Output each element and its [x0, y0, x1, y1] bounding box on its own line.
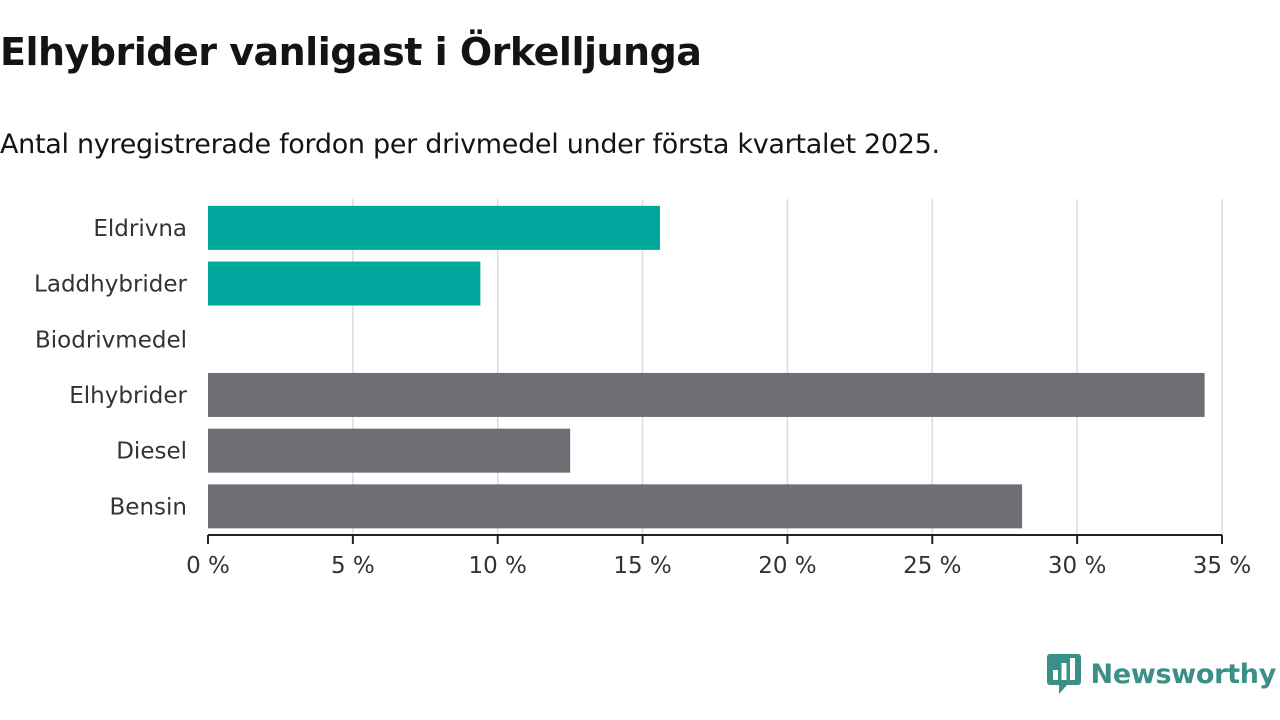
chart-title: Elhybrider vanligast i Örkelljunga — [0, 30, 702, 74]
category-label: Elhybrider — [69, 383, 187, 409]
bar — [208, 372, 1205, 417]
bars — [208, 205, 1205, 529]
brand-logo: Newsworthy — [1046, 654, 1277, 694]
x-tick-label: 5 % — [331, 553, 375, 579]
gridlines — [352, 199, 1223, 535]
bar — [208, 261, 481, 306]
bar — [208, 205, 660, 250]
x-tick-label: 0 % — [186, 553, 230, 579]
x-tick-label: 30 % — [1048, 553, 1106, 579]
category-label: Diesel — [116, 439, 187, 465]
brand-name: Newsworthy — [1090, 658, 1277, 690]
x-tick-label: 10 % — [468, 553, 526, 579]
x-axis: 0 % 5 % 10 % 15 % 20 % 25 % 30 % 35 % — [186, 534, 1251, 579]
bar-chart: Eldrivna Laddhybrider Biodrivmedel Elhybrid… — [34, 199, 1251, 579]
x-tick-label: 35 % — [1193, 553, 1251, 579]
category-labels: Eldrivna Laddhybrider Biodrivmedel Elhybrid… — [34, 216, 187, 520]
x-tick-label: 15 % — [613, 553, 671, 579]
newsworthy-logo-icon — [1046, 654, 1081, 694]
x-tick-label: 20 % — [758, 553, 816, 579]
category-label: Bensin — [110, 494, 187, 520]
bar — [208, 428, 571, 473]
category-label: Laddhybrider — [34, 272, 187, 298]
category-label: Eldrivna — [93, 216, 187, 242]
category-label: Biodrivmedel — [35, 327, 187, 353]
chart-subtitle: Antal nyregistrerade fordon per drivmede… — [0, 129, 940, 160]
x-tick-label: 25 % — [903, 553, 961, 579]
bar — [208, 484, 1023, 529]
